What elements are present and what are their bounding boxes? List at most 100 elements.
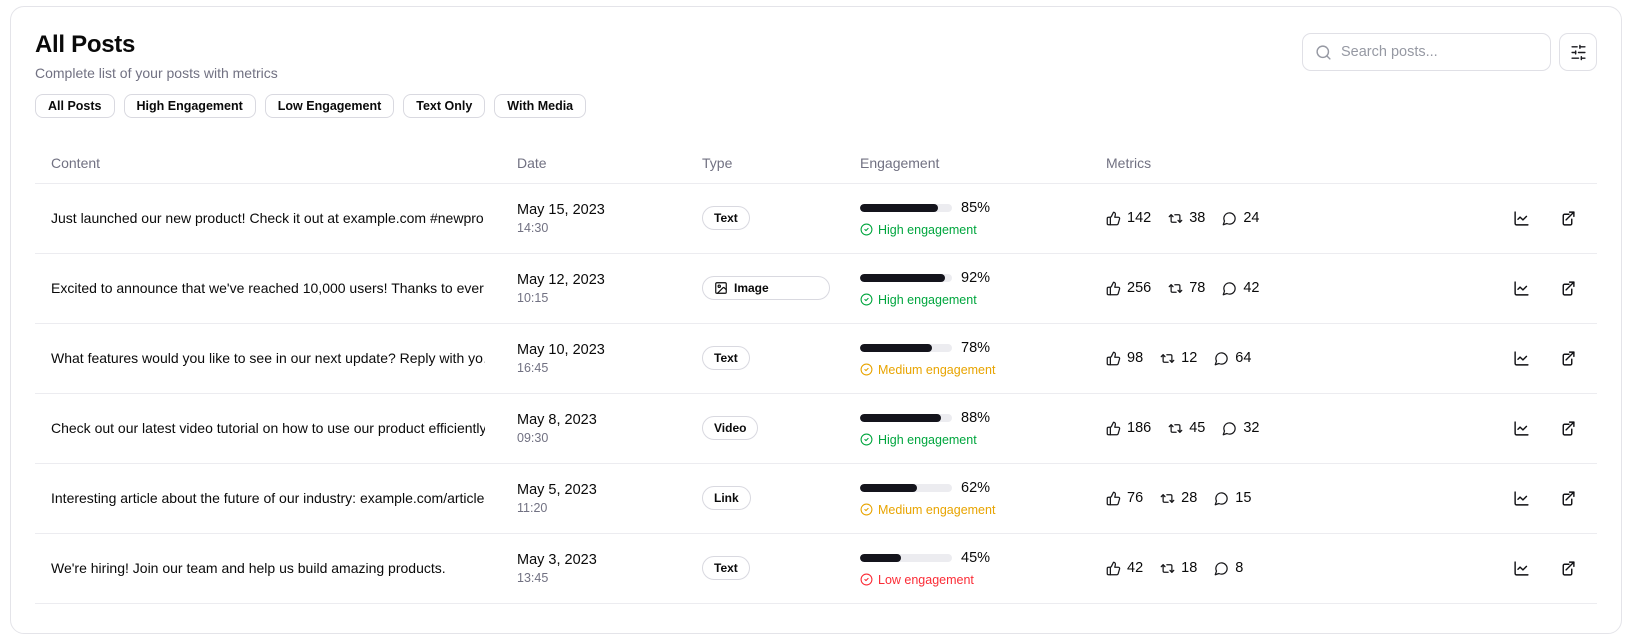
post-type-badge: Text (702, 556, 750, 581)
open-post-button[interactable] (1551, 482, 1583, 514)
message-bubble-icon (1222, 282, 1237, 296)
post-time: 13:45 (517, 570, 549, 585)
external-link-icon (1562, 211, 1575, 226)
page-subtitle: Complete list of your posts with metrics (35, 64, 278, 81)
external-link-icon (1562, 281, 1575, 296)
post-type-label: Text (714, 351, 738, 366)
engagement-status-label: High engagement (878, 432, 977, 447)
repeat-icon (1168, 423, 1183, 433)
likes-metric: 256 (1106, 280, 1151, 296)
filter-chip-high-engagement[interactable]: High Engagement (123, 93, 256, 118)
reposts-metric: 45 (1168, 420, 1205, 436)
comments-count: 15 (1235, 490, 1252, 507)
circle-check-icon (860, 293, 873, 306)
post-content-text: Just launched our new product! Check it … (51, 210, 485, 227)
view-analytics-button[interactable] (1505, 552, 1537, 584)
comments-count: 24 (1243, 210, 1260, 227)
engagement-percent: 85% (961, 199, 991, 216)
post-type-badge: Text (702, 206, 750, 231)
open-post-button[interactable] (1551, 552, 1583, 584)
post-content-text: Check out our latest video tutorial on h… (51, 420, 485, 437)
search-box[interactable] (1302, 33, 1551, 71)
post-type-label: Text (714, 561, 738, 576)
comments-metric: 42 (1222, 280, 1259, 296)
view-analytics-button[interactable] (1505, 482, 1537, 514)
message-bubble-icon (1214, 492, 1229, 506)
reposts-count: 12 (1181, 350, 1198, 367)
sliders-icon (1570, 44, 1586, 60)
post-date: May 12, 2023 (517, 271, 605, 288)
post-type-badge: Video (702, 416, 759, 441)
thumbs-up-icon (1106, 211, 1121, 226)
reposts-count: 45 (1189, 420, 1206, 437)
view-analytics-button[interactable] (1505, 202, 1537, 234)
engagement-status-label: Medium engagement (878, 502, 996, 517)
engagement-progress-bar (860, 273, 952, 282)
post-type-badge: Image (702, 276, 830, 301)
view-analytics-button[interactable] (1505, 272, 1537, 304)
thumbs-up-icon (1106, 491, 1121, 506)
circle-check-icon (860, 363, 873, 376)
comments-metric: 15 (1214, 490, 1251, 506)
column-header-type: Type (702, 155, 733, 172)
comments-count: 64 (1235, 350, 1252, 367)
post-time: 10:15 (517, 290, 549, 305)
engagement-percent: 62% (961, 479, 991, 496)
column-header-metrics: Metrics (1106, 155, 1152, 172)
engagement-progress-bar (860, 553, 952, 562)
table-row: Just launched our new product! Check it … (35, 184, 1597, 254)
comments-metric: 64 (1214, 350, 1251, 366)
comments-metric: 8 (1214, 560, 1243, 576)
message-bubble-icon (1214, 352, 1229, 366)
reposts-metric: 12 (1160, 350, 1197, 366)
engagement-progress-bar (860, 203, 952, 212)
likes-metric: 76 (1106, 490, 1143, 506)
all-posts-card: All Posts Complete list of your posts wi… (10, 6, 1622, 634)
engagement-percent: 45% (961, 549, 991, 566)
post-content-text: What features would you like to see in o… (51, 350, 485, 367)
table-body: Just launched our new product! Check it … (35, 184, 1597, 604)
page-title: All Posts (35, 31, 135, 58)
external-link-icon (1562, 351, 1575, 366)
comments-count: 8 (1235, 560, 1244, 577)
filter-chip-with-media[interactable]: With Media (494, 93, 587, 118)
open-post-button[interactable] (1551, 272, 1583, 304)
table-row: Interesting article about the future of … (35, 464, 1597, 534)
column-header-engagement: Engagement (860, 155, 940, 172)
open-post-button[interactable] (1551, 202, 1583, 234)
table-row: What features would you like to see in o… (35, 324, 1597, 394)
reposts-count: 78 (1189, 280, 1206, 297)
comments-count: 32 (1243, 420, 1260, 437)
view-analytics-button[interactable] (1505, 412, 1537, 444)
filter-chip-text-only[interactable]: Text Only (403, 93, 486, 118)
comments-count: 42 (1243, 280, 1260, 297)
reposts-metric: 38 (1168, 210, 1205, 226)
reposts-metric: 28 (1160, 490, 1197, 506)
post-date: May 8, 2023 (517, 411, 597, 428)
external-link-icon (1562, 491, 1575, 506)
circle-check-icon (860, 223, 873, 236)
column-header-date: Date (517, 155, 547, 172)
filter-settings-button[interactable] (1559, 33, 1597, 71)
repeat-icon (1168, 283, 1183, 293)
filter-chip-all-posts[interactable]: All Posts (35, 93, 115, 118)
search-input[interactable] (1341, 44, 1538, 60)
engagement-status: High engagement (860, 223, 1074, 237)
reposts-metric: 78 (1168, 280, 1205, 296)
post-content-text: We're hiring! Join our team and help us … (51, 560, 446, 577)
table-row: Check out our latest video tutorial on h… (35, 394, 1597, 464)
table-header-row: Content Date Type Engagement Metrics (35, 144, 1597, 184)
likes-metric: 186 (1106, 420, 1151, 436)
filter-chip-low-engagement[interactable]: Low Engagement (264, 93, 395, 118)
post-type-badge: Text (702, 346, 750, 371)
engagement-status-label: High engagement (878, 292, 977, 307)
open-post-button[interactable] (1551, 412, 1583, 444)
reposts-count: 18 (1181, 560, 1198, 577)
open-post-button[interactable] (1551, 342, 1583, 374)
card-header: All Posts Complete list of your posts wi… (35, 31, 1597, 118)
engagement-status-label: High engagement (878, 222, 977, 237)
circle-check-icon (860, 433, 873, 446)
line-chart-icon (1513, 351, 1529, 366)
repeat-icon (1160, 353, 1175, 363)
view-analytics-button[interactable] (1505, 342, 1537, 374)
